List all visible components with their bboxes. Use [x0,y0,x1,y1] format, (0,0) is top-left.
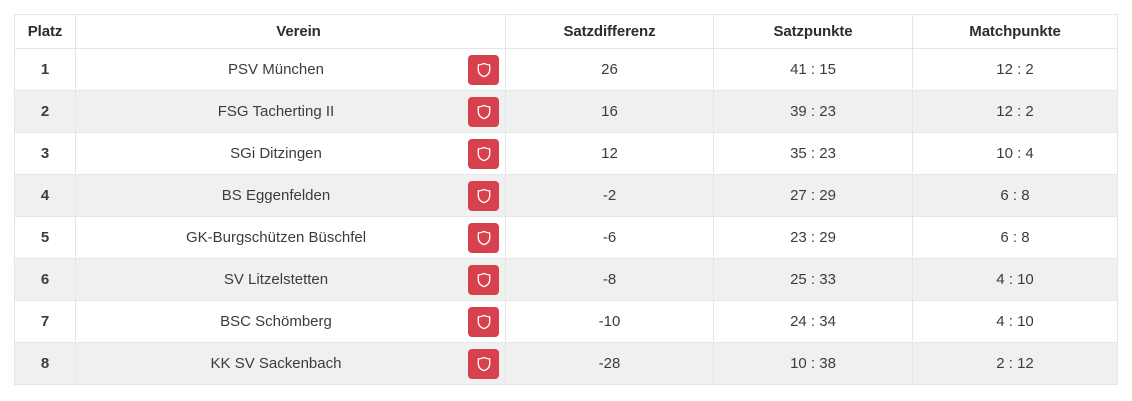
club-name: PSV München [228,61,324,78]
club-shield-button[interactable] [468,180,499,211]
rank-cell: 7 [14,300,76,343]
rank-cell: 6 [14,258,76,301]
satzdifferenz-cell: -2 [505,174,714,217]
club-shield-button[interactable] [468,138,499,169]
club-cell: SGi Ditzingen [75,132,506,175]
shield-icon [477,104,491,120]
club-name: FSG Tacherting II [217,103,335,120]
club-shield-button[interactable] [468,54,499,85]
table-row: 3 SGi Ditzingen [14,132,1118,175]
shield-icon [477,146,491,162]
table-body: 1 PSV München [14,48,1118,385]
club-shield-button[interactable] [468,348,499,379]
rank-cell: 4 [14,174,76,217]
matchpunkte-cell: 6 : 8 [912,216,1118,259]
table-row: 7 BSC Schömberg [14,300,1118,343]
club-name: SV Litzelstetten [223,271,329,288]
rank-cell: 1 [14,48,76,91]
satzdifferenz-cell: -6 [505,216,714,259]
club-cell: PSV München [75,48,506,91]
shield-icon [477,356,491,372]
satzpunkte-cell: 35 : 23 [713,132,913,175]
matchpunkte-cell: 12 : 2 [912,48,1118,91]
rank-cell: 2 [14,90,76,133]
satzpunkte-cell: 39 : 23 [713,90,913,133]
column-header-platz: Platz [14,14,76,49]
club-shield-button[interactable] [468,306,499,337]
matchpunkte-cell: 4 : 10 [912,300,1118,343]
table-row: 8 KK SV Sackenbach [14,342,1118,385]
satzdifferenz-cell: 26 [505,48,714,91]
matchpunkte-cell: 6 : 8 [912,174,1118,217]
shield-icon [477,272,491,288]
column-header-matchpunkte: Matchpunkte [912,14,1118,49]
league-standings-table: Platz Verein Satzdifferenz Satzpunkte Ma… [14,14,1118,385]
column-header-verein: Verein [75,14,506,49]
rank-cell: 5 [14,216,76,259]
club-cell: FSG Tacherting II [75,90,506,133]
club-shield-button[interactable] [468,96,499,127]
column-header-satzdifferenz: Satzdifferenz [505,14,714,49]
club-shield-button[interactable] [468,222,499,253]
rank-cell: 8 [14,342,76,385]
club-cell: KK SV Sackenbach [75,342,506,385]
header-row: Platz Verein Satzdifferenz Satzpunkte Ma… [14,14,1118,49]
shield-icon [477,230,491,246]
club-name: BSC Schömberg [220,313,332,330]
club-cell: BSC Schömberg [75,300,506,343]
shield-icon [477,188,491,204]
satzdifferenz-cell: -10 [505,300,714,343]
column-header-satzpunkte: Satzpunkte [713,14,913,49]
matchpunkte-cell: 4 : 10 [912,258,1118,301]
satzdifferenz-cell: 16 [505,90,714,133]
table-row: 2 FSG Tacherting II [14,90,1118,133]
satzpunkte-cell: 41 : 15 [713,48,913,91]
table-row: 4 BS Eggenfelden [14,174,1118,217]
club-name: BS Eggenfelden [221,187,331,204]
satzpunkte-cell: 27 : 29 [713,174,913,217]
club-cell: BS Eggenfelden [75,174,506,217]
matchpunkte-cell: 2 : 12 [912,342,1118,385]
satzdifferenz-cell: -28 [505,342,714,385]
table-row: 5 GK-Burgschützen Büschfel [14,216,1118,259]
satzpunkte-cell: 24 : 34 [713,300,913,343]
satzpunkte-cell: 23 : 29 [713,216,913,259]
table-row: 6 SV Litzelstetten [14,258,1118,301]
table-row: 1 PSV München [14,48,1118,91]
shield-icon [477,314,491,330]
matchpunkte-cell: 10 : 4 [912,132,1118,175]
club-cell: GK-Burgschützen Büschfel [75,216,506,259]
satzdifferenz-cell: 12 [505,132,714,175]
shield-icon [477,62,491,78]
club-name: GK-Burgschützen Büschfel [185,229,367,246]
club-name: KK SV Sackenbach [210,355,342,372]
rank-cell: 3 [14,132,76,175]
satzpunkte-cell: 25 : 33 [713,258,913,301]
matchpunkte-cell: 12 : 2 [912,90,1118,133]
table-header: Platz Verein Satzdifferenz Satzpunkte Ma… [14,14,1118,49]
club-shield-button[interactable] [468,264,499,295]
club-cell: SV Litzelstetten [75,258,506,301]
satzdifferenz-cell: -8 [505,258,714,301]
satzpunkte-cell: 10 : 38 [713,342,913,385]
club-name: SGi Ditzingen [230,145,322,162]
